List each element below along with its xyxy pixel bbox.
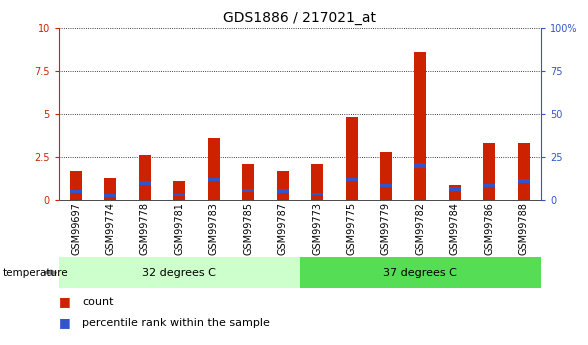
Bar: [517, 143, 530, 200]
Bar: [208, 178, 220, 181]
Bar: [517, 179, 530, 183]
Bar: [449, 187, 461, 191]
Text: GSM99782: GSM99782: [415, 202, 426, 255]
Text: GSM99781: GSM99781: [174, 202, 185, 255]
Text: GSM99787: GSM99787: [278, 202, 288, 255]
Text: ■: ■: [59, 316, 71, 329]
Bar: [449, 185, 461, 200]
Bar: [483, 143, 495, 200]
Bar: [208, 138, 220, 200]
Bar: [380, 184, 392, 187]
Text: temperature: temperature: [3, 268, 69, 277]
Bar: [59, 257, 300, 288]
Text: GSM99774: GSM99774: [105, 202, 115, 255]
Bar: [70, 190, 82, 193]
Bar: [139, 155, 151, 200]
Bar: [311, 193, 323, 195]
Text: 32 degrees C: 32 degrees C: [142, 268, 216, 277]
Bar: [242, 189, 254, 192]
Bar: [242, 164, 254, 200]
Bar: [483, 184, 495, 187]
Bar: [276, 171, 289, 200]
Text: GSM99784: GSM99784: [450, 202, 460, 255]
Bar: [300, 257, 541, 288]
Bar: [380, 152, 392, 200]
Text: GSM99775: GSM99775: [346, 202, 356, 255]
Text: GSM99788: GSM99788: [519, 202, 529, 255]
Bar: [346, 178, 358, 181]
Bar: [105, 195, 116, 197]
Text: GSM99773: GSM99773: [312, 202, 322, 255]
Text: ■: ■: [59, 295, 71, 308]
Bar: [415, 163, 426, 168]
Bar: [415, 52, 426, 200]
Text: GSM99778: GSM99778: [140, 202, 150, 255]
Bar: [173, 194, 185, 196]
Bar: [70, 171, 82, 200]
Text: GSM99785: GSM99785: [243, 202, 253, 255]
Bar: [276, 189, 289, 193]
Text: GSM99786: GSM99786: [485, 202, 495, 255]
Bar: [173, 181, 185, 200]
Bar: [346, 117, 358, 200]
Text: GSM99783: GSM99783: [209, 202, 219, 255]
Text: count: count: [82, 297, 114, 307]
Title: GDS1886 / 217021_at: GDS1886 / 217021_at: [223, 11, 376, 25]
Text: percentile rank within the sample: percentile rank within the sample: [82, 318, 270, 327]
Text: GSM99779: GSM99779: [381, 202, 391, 255]
Text: GSM99697: GSM99697: [71, 202, 81, 255]
Bar: [105, 178, 116, 200]
Text: 37 degrees C: 37 degrees C: [383, 268, 457, 277]
Bar: [311, 164, 323, 200]
Bar: [139, 181, 151, 185]
